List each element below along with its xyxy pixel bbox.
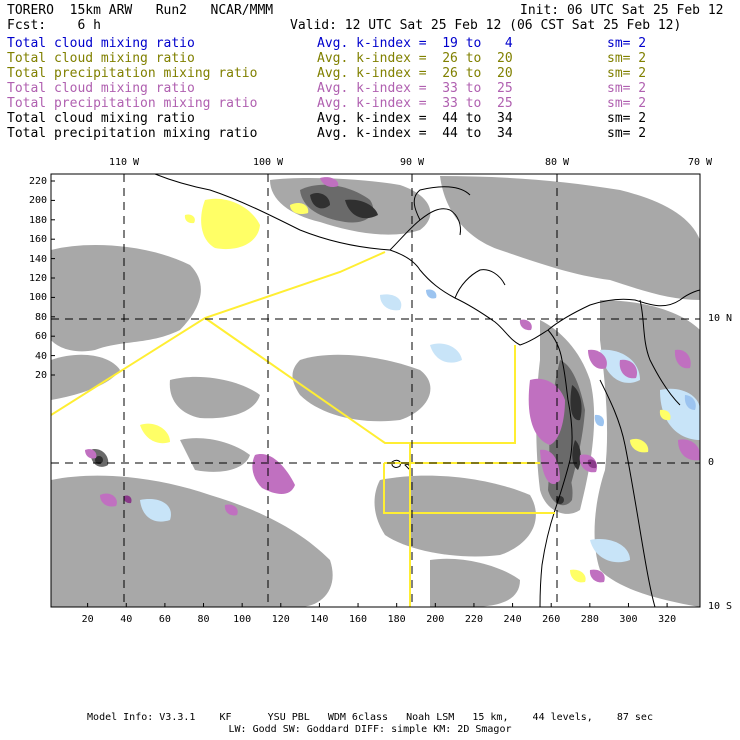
x-grid-index-label: 200 xyxy=(426,614,445,625)
legend-field-name: Total cloud mixing ratio xyxy=(7,81,195,96)
legend-kindex-range: Avg. k-index = 19 to 4 xyxy=(317,36,513,51)
x-grid-index-label: 260 xyxy=(542,614,561,625)
legend-field-name: Total precipitation mixing ratio xyxy=(7,66,258,81)
y-grid-index-label: 60 xyxy=(34,331,47,343)
x-grid-index-label: 240 xyxy=(503,614,522,625)
y-grid-index-label: 80 xyxy=(34,311,47,323)
map xyxy=(50,173,701,608)
x-grid-index-label: 40 xyxy=(120,614,133,625)
x-grid-index-label: 160 xyxy=(349,614,368,625)
latlon-grid xyxy=(51,174,700,607)
y-grid-index-label: 200 xyxy=(28,195,47,207)
x-grid-index-label: 60 xyxy=(158,614,171,625)
longitude-label: 70 W xyxy=(687,157,713,168)
legend-kindex-range: Avg. k-index = 44 to 34 xyxy=(317,111,513,126)
header-forecast: Fcst: 6 h xyxy=(7,18,101,33)
x-tick-marks xyxy=(87,603,668,607)
x-grid-index-label: 180 xyxy=(387,614,406,625)
y-grid-index-label: 40 xyxy=(34,350,47,362)
x-grid-index-label: 320 xyxy=(658,614,677,625)
x-grid-index-label: 80 xyxy=(197,614,210,625)
y-grid-index-label: 20 xyxy=(34,370,47,381)
cloud-blue-layer xyxy=(426,289,696,427)
y-grid-index-label: 160 xyxy=(28,234,47,246)
x-grid-index-label: 280 xyxy=(580,614,599,625)
x-grid-index-label: 100 xyxy=(233,614,252,625)
x-grid-index-label: 20 xyxy=(81,614,94,625)
legend-smoothing: sm= 2 xyxy=(607,96,647,111)
cloud-magenta-layer xyxy=(85,177,700,583)
y-grid-index-label: 180 xyxy=(28,214,47,226)
legend-field-name: Total precipitation mixing ratio xyxy=(7,96,258,111)
legend-kindex-range: Avg. k-index = 33 to 25 xyxy=(317,81,513,96)
cloud-yellow-layer xyxy=(140,198,671,583)
legend-smoothing: sm= 2 xyxy=(607,81,647,96)
map-frame xyxy=(50,173,701,608)
x-grid-index-label: 220 xyxy=(464,614,483,625)
cloud-purple-layer xyxy=(123,459,597,504)
footer-physics: LW: Godd SW: Goddard DIFF: simple KM: 2D… xyxy=(228,724,512,735)
footer-model-info: Model Info: V3.3.1 KF YSU PBL WDM 6class… xyxy=(87,712,653,723)
x-grid-index-label: 300 xyxy=(619,614,638,625)
y-grid-index-label: 100 xyxy=(28,292,47,304)
header-valid: Valid: 12 UTC Sat 25 Feb 12 (06 CST Sat … xyxy=(290,18,682,33)
legend-field-name: Total cloud mixing ratio xyxy=(7,111,195,126)
legend-kindex-range: Avg. k-index = 26 to 20 xyxy=(317,51,513,66)
legend-smoothing: sm= 2 xyxy=(607,51,647,66)
latitude-label: 10 S xyxy=(708,601,733,612)
legend-smoothing: sm= 2 xyxy=(607,126,647,141)
longitude-label: 100 W xyxy=(252,157,284,168)
y-tick-marks xyxy=(51,180,55,376)
latitude-label: 0 xyxy=(708,457,715,468)
latitude-label: 10 N xyxy=(708,313,733,324)
header-model: TORERO 15km ARW Run2 NCAR/MMM xyxy=(7,3,274,18)
longitude-label: 110 W xyxy=(108,157,140,168)
x-grid-index-label: 120 xyxy=(271,614,290,625)
legend-field-name: Total cloud mixing ratio xyxy=(7,51,195,66)
legend-kindex-range: Avg. k-index = 33 to 25 xyxy=(317,96,513,111)
y-grid-index-label: 140 xyxy=(28,253,47,265)
longitude-label: 90 W xyxy=(399,157,425,168)
y-grid-index-label: 120 xyxy=(28,273,47,284)
legend-kindex-range: Avg. k-index = 26 to 20 xyxy=(317,66,513,81)
legend-field-name: Total precipitation mixing ratio xyxy=(7,126,258,141)
coastlines xyxy=(154,174,700,607)
legend-smoothing: sm= 2 xyxy=(607,66,647,81)
legend-smoothing: sm= 2 xyxy=(607,36,647,51)
legend-field-name: Total cloud mixing ratio xyxy=(7,36,195,51)
legend-smoothing: sm= 2 xyxy=(607,111,647,126)
header-init: Init: 06 UTC Sat 25 Feb 12 xyxy=(520,3,724,18)
x-grid-index-label: 140 xyxy=(310,614,329,625)
y-grid-index-label: 220 xyxy=(28,176,47,187)
longitude-label: 80 W xyxy=(544,157,570,168)
legend-kindex-range: Avg. k-index = 44 to 34 xyxy=(317,126,513,141)
